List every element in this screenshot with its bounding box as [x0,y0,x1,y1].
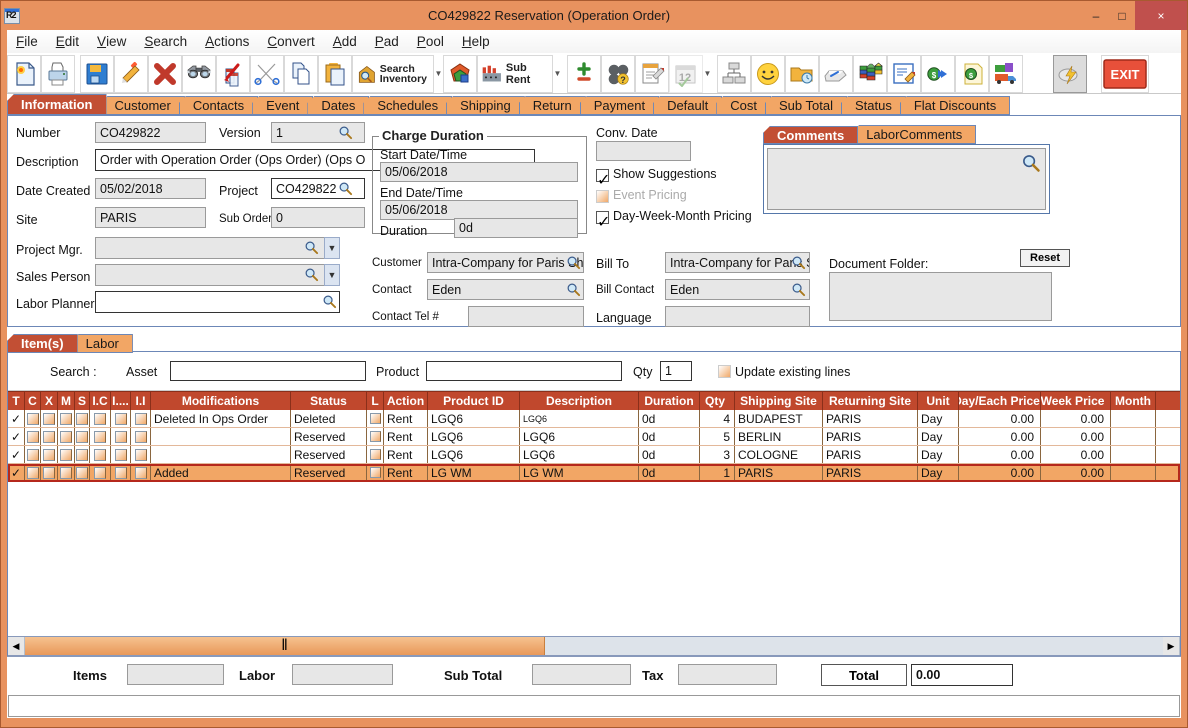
svg-text:$: $ [932,71,937,80]
svg-text:EXIT: EXIT [1111,67,1140,82]
svg-text:?: ? [620,75,626,85]
